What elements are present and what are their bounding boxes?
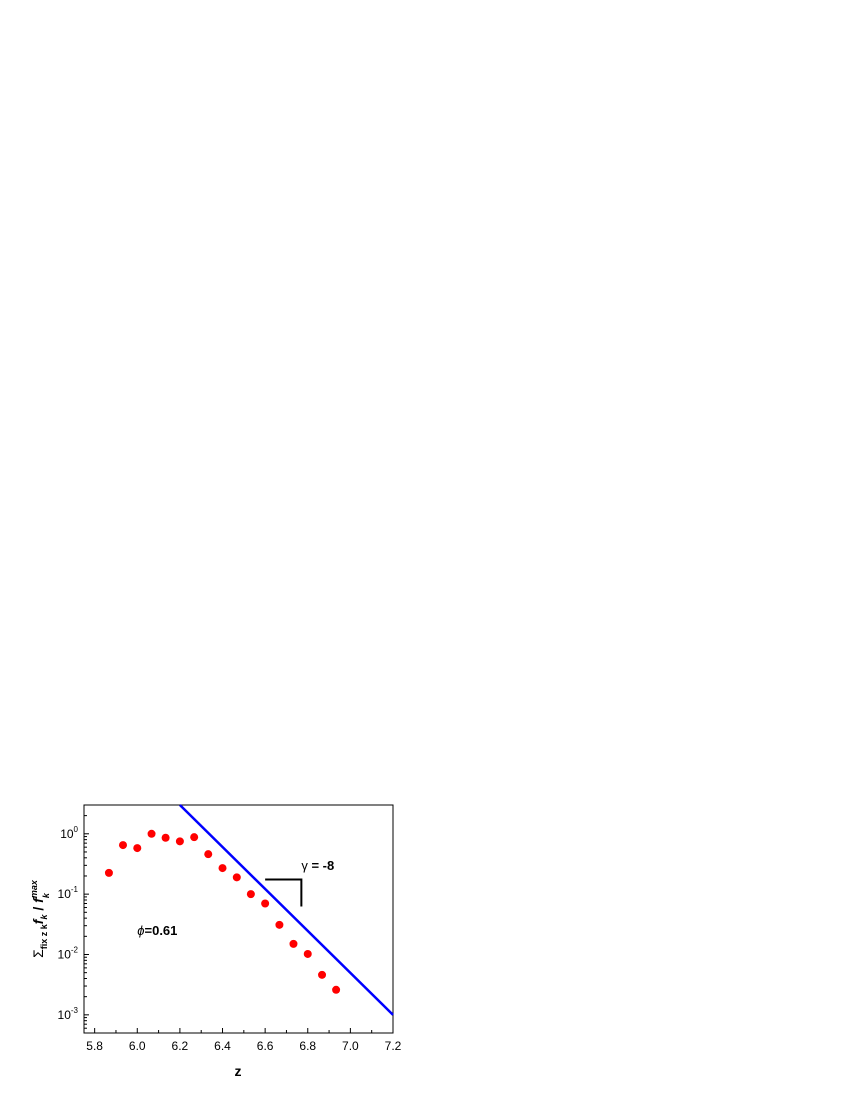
data-point xyxy=(275,920,284,929)
y-axis-title-sum-sub: fix z k xyxy=(39,923,49,949)
y-axis-title-f2-sub: k xyxy=(41,892,51,898)
data-point xyxy=(318,970,327,979)
y-axis-title-f2-sup: max xyxy=(29,879,39,898)
data-point xyxy=(332,985,341,994)
data-point xyxy=(175,837,184,846)
x-tick-label: 6.0 xyxy=(129,1039,146,1053)
data-point xyxy=(161,833,170,842)
power-law-fit-line xyxy=(179,804,394,1016)
y-axis-title-sum: Σ xyxy=(30,949,46,958)
x-axis-title: z xyxy=(235,1063,242,1079)
data-point xyxy=(118,841,127,850)
data-point xyxy=(204,850,213,859)
x-tick-label: 5.8 xyxy=(86,1039,103,1053)
data-point xyxy=(133,844,142,853)
x-tick-label: 7.2 xyxy=(385,1039,402,1053)
data-point xyxy=(190,833,199,842)
y-tick-label: 10-3 xyxy=(58,1006,79,1022)
y-tick-label: 10-2 xyxy=(58,945,79,961)
ticks-layer: 5.8 6.0 6.2 6.4 6.6 6.8 7.0 7.2 10-3 10-2 10-1 100 xyxy=(58,804,402,1053)
data-point xyxy=(261,899,270,908)
gamma-symbol: γ xyxy=(301,858,308,873)
y-axis-title-slash: / xyxy=(30,903,46,915)
x-tick-label: 6.8 xyxy=(299,1039,316,1053)
phi-symbol: ϕ xyxy=(137,923,144,938)
data-point xyxy=(246,890,255,899)
data-point xyxy=(218,864,227,873)
data-point xyxy=(104,868,113,877)
data-point xyxy=(232,873,241,882)
data-point xyxy=(147,829,156,838)
y-tick-label: 10-1 xyxy=(58,885,79,901)
phi-value: =0.61 xyxy=(145,923,178,938)
data-point xyxy=(289,939,298,948)
y-tick-label: 100 xyxy=(60,825,78,841)
x-tick-label: 6.2 xyxy=(172,1039,189,1053)
y-axis-title-f2: f xyxy=(30,897,46,903)
plot-frame xyxy=(83,804,394,1034)
marks-layer xyxy=(104,804,394,1016)
phi-annotation: ϕ=0.61 xyxy=(137,923,177,938)
y-axis-title: Σfix z kfk / fmax k xyxy=(29,879,51,958)
data-point xyxy=(303,949,312,958)
x-tick-label: 6.6 xyxy=(257,1039,274,1053)
slope-annotation: γ = -8 xyxy=(301,858,334,873)
x-tick-label: 7.0 xyxy=(342,1039,359,1053)
y-axis-title-f1-sub: k xyxy=(39,914,49,920)
slope-marker xyxy=(265,878,303,907)
y-axis-title-f1: f xyxy=(30,918,46,924)
x-tick-label: 6.4 xyxy=(214,1039,231,1053)
slope-value: = -8 xyxy=(308,858,334,873)
